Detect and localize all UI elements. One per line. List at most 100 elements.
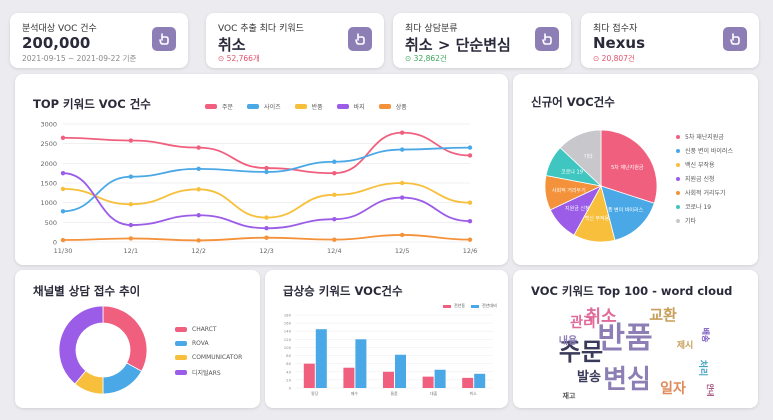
bar[interactable] (422, 376, 434, 388)
wordcloud-card: VOC 키워드 Top 100 - word cloud 반품 변심 주문 취소 교환 관… (513, 270, 758, 408)
pie-slice[interactable] (58, 305, 104, 385)
series-line (62, 182, 471, 219)
data-point[interactable] (128, 222, 134, 228)
data-point[interactable] (467, 200, 473, 205)
data-point[interactable] (196, 213, 201, 218)
bar[interactable] (303, 363, 315, 388)
y-tick-label: 100 (284, 345, 292, 350)
data-point[interactable] (399, 130, 405, 135)
data-point[interactable] (332, 170, 337, 176)
data-point[interactable] (196, 145, 201, 150)
kpi-sub: ⊙ 52,766개 (218, 54, 260, 63)
legend-entry: 상품 (378, 102, 407, 111)
bar-chart-legend: 전년동 전년대비 (443, 303, 497, 309)
y-tick-label: 60 (286, 361, 291, 366)
data-point[interactable] (60, 209, 66, 214)
bar[interactable] (434, 369, 446, 388)
kpi-detail-button[interactable] (348, 27, 372, 51)
data-point[interactable] (60, 237, 66, 243)
x-tick-label: 11/30 (54, 247, 73, 255)
pie-slice[interactable] (102, 362, 143, 395)
bar[interactable] (315, 329, 327, 388)
y-tick-label: 0 (53, 239, 57, 247)
data-point[interactable] (128, 174, 134, 179)
cloud-word[interactable]: 교환 (649, 306, 677, 324)
y-tick-label: 1000 (40, 199, 57, 207)
data-point[interactable] (128, 202, 134, 207)
x-tick-label: 12/5 (395, 247, 410, 255)
data-point[interactable] (399, 195, 405, 200)
cloud-word[interactable]: 안내 (706, 384, 715, 397)
pie-slice[interactable] (559, 129, 602, 187)
cloud-word[interactable]: 주문 (559, 338, 603, 366)
cloud-word[interactable]: 제시 (677, 339, 694, 351)
bar[interactable] (343, 367, 355, 388)
data-point[interactable] (332, 237, 337, 242)
data-point[interactable] (196, 238, 201, 243)
bar-chart: 0 20 40 60 80 100 120 140 160 180 팔당 매수 물품 대출 취소 (284, 313, 493, 396)
line-chart-card: TOP 키워드 VOC 건수 주문 사이즈 반품 바지 상품 0 500 1000 1500 2… (15, 74, 508, 265)
data-point[interactable] (128, 138, 134, 143)
kpi-detail-button[interactable] (152, 27, 176, 51)
y-tick-label: 1500 (40, 180, 57, 188)
legend-entry: 코로나 19 (676, 202, 733, 211)
bar[interactable] (383, 371, 394, 388)
data-point[interactable] (196, 187, 201, 192)
cloud-word[interactable]: 재고 (563, 391, 576, 400)
data-point[interactable] (467, 218, 473, 224)
data-point[interactable] (399, 147, 405, 152)
bar[interactable] (355, 339, 367, 388)
cloud-word[interactable]: 배송 (701, 328, 711, 343)
legend-entry: ROVA (175, 340, 242, 347)
series-line (62, 172, 471, 230)
y-tick-label: 160 (284, 321, 292, 326)
cloud-word[interactable]: 내용 (559, 334, 577, 347)
bar[interactable] (395, 354, 406, 388)
tap-hand-icon (159, 33, 169, 45)
data-point[interactable] (128, 236, 134, 241)
data-point[interactable] (60, 186, 66, 192)
data-point[interactable] (467, 145, 473, 150)
bar[interactable] (462, 377, 474, 388)
kpi-detail-button[interactable] (723, 27, 747, 51)
data-point[interactable] (60, 170, 66, 176)
data-point[interactable] (332, 216, 337, 222)
legend-entry: 반품 (294, 102, 323, 111)
data-point[interactable] (264, 169, 269, 175)
pie-slice[interactable] (102, 305, 148, 372)
cloud-word[interactable]: 변심 (603, 365, 651, 395)
pie-slice[interactable] (600, 185, 655, 241)
y-tick-label: 40 (286, 369, 291, 374)
legend-entry: COMMUNICATOR (175, 354, 242, 361)
donut-chart-title: 채널별 상담 접수 추이 (33, 284, 141, 298)
data-point[interactable] (332, 159, 337, 164)
data-point[interactable] (467, 153, 473, 158)
donut-chart-card: 채널별 상담 접수 추이 CHARCT ROVA COMMUNICATOR 디지털AR… (15, 270, 260, 408)
bar[interactable] (474, 373, 486, 388)
x-tick-label: 12/2 (191, 247, 206, 255)
data-point[interactable] (60, 135, 66, 140)
data-point[interactable] (399, 180, 405, 186)
slice-label: 사회적 거리두기 (552, 187, 586, 194)
cloud-word[interactable]: 반품 (597, 321, 652, 356)
tap-hand-icon (542, 33, 552, 45)
legend-entry: 주문 (205, 102, 233, 111)
data-point[interactable] (467, 237, 473, 242)
data-point[interactable] (264, 165, 269, 171)
data-point[interactable] (399, 232, 405, 238)
data-point[interactable] (264, 235, 269, 240)
data-point[interactable] (264, 226, 269, 231)
kpi-detail-button[interactable] (535, 27, 559, 51)
data-point[interactable] (332, 192, 337, 197)
cloud-word[interactable]: 처리 (697, 360, 709, 377)
cloud-word[interactable]: 발송 (577, 369, 601, 385)
slice-label: 백신 부작용 (585, 215, 610, 222)
data-point[interactable] (264, 215, 269, 220)
cloud-word[interactable]: 일자 (660, 381, 686, 397)
cloud-word[interactable]: 취소 (585, 306, 617, 327)
y-tick-label: 500 (45, 219, 57, 227)
legend-entry: 지원금 신청 (676, 174, 733, 183)
pie-slice[interactable] (600, 129, 658, 204)
cloud-word[interactable]: 관리 (570, 314, 596, 331)
data-point[interactable] (196, 166, 201, 172)
